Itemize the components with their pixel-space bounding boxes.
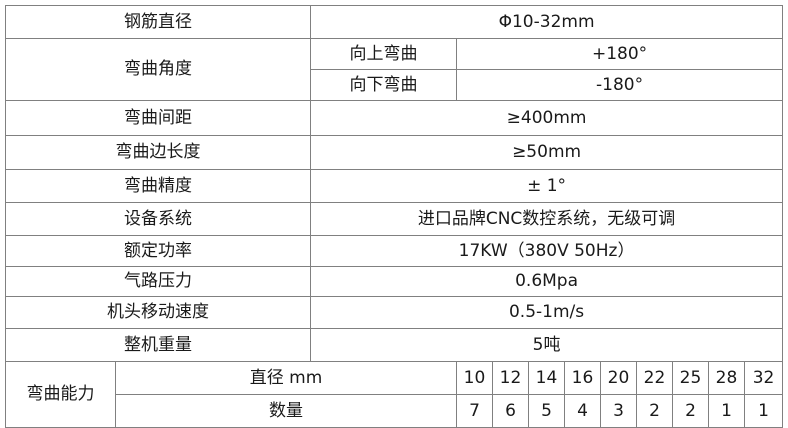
row-label-bending-capacity: 弯曲能力 [5, 361, 116, 428]
capacity-diameter-cell: 14 [528, 361, 565, 395]
table-row: 钢筋直径 Φ10-32mm [5, 5, 784, 39]
specification-table-container: 钢筋直径 Φ10-32mm 弯曲角度 向上弯曲 +180° 向下弯曲 -180°… [5, 5, 784, 428]
table-row: 气路压力 0.6Mpa [5, 266, 784, 297]
capacity-quantity-cell: 1 [708, 394, 745, 428]
row-value-bend-down: -180° [455, 69, 784, 101]
row-value-rated-power: 17KW（380V 50Hz） [309, 235, 784, 267]
capacity-quantity-cell: 5 [528, 394, 565, 428]
capacity-diameter-header: 直径 mm [115, 361, 457, 395]
row-label-bending-accuracy: 弯曲精度 [5, 169, 311, 203]
table-row: 弯曲角度 向上弯曲 +180° [5, 38, 784, 101]
capacity-diameter-cell: 20 [600, 361, 637, 395]
row-label-machine-weight: 整机重量 [5, 328, 311, 362]
row-sublabel-bend-down: 向下弯曲 [310, 69, 457, 101]
capacity-quantity-cell: 3 [600, 394, 637, 428]
row-label-bending-side-length: 弯曲边长度 [5, 135, 311, 170]
row-value-steel-diameter: Φ10-32mm [309, 5, 784, 39]
table-row: 机头移动速度 0.5-1m/s [5, 296, 784, 329]
row-label-bending-spacing: 弯曲间距 [5, 100, 311, 136]
row-label-equipment-system: 设备系统 [5, 202, 311, 236]
table-row: 弯曲能力 直径 mm 10 12 14 16 20 22 25 28 32 [5, 361, 784, 428]
capacity-diameter-cell: 12 [492, 361, 529, 395]
capacity-diameter-cell: 22 [636, 361, 673, 395]
table-row: 额定功率 17KW（380V 50Hz） [5, 235, 784, 267]
table-row: 弯曲精度 ± 1° [5, 169, 784, 203]
table-row: 弯曲边长度 ≥50mm [5, 135, 784, 170]
row-label-bending-angle: 弯曲角度 [5, 38, 311, 101]
row-value-bend-up: +180° [455, 38, 784, 70]
table-row: 整机重量 5吨 [5, 328, 784, 362]
row-value-bending-spacing: ≥400mm [309, 100, 784, 136]
capacity-quantity-cell: 2 [636, 394, 673, 428]
row-value-head-speed: 0.5-1m/s [309, 296, 784, 329]
capacity-quantity-cell: 6 [492, 394, 529, 428]
table-row: 向下弯曲 -180° [6, 69, 784, 101]
row-value-machine-weight: 5吨 [309, 328, 784, 362]
row-label-rated-power: 额定功率 [5, 235, 311, 267]
row-label-air-pressure: 气路压力 [5, 266, 311, 297]
row-sublabel-bend-up: 向上弯曲 [310, 38, 457, 70]
capacity-quantity-cell: 7 [456, 394, 493, 428]
row-label-head-speed: 机头移动速度 [5, 296, 311, 329]
table-row: 弯曲间距 ≥400mm [5, 100, 784, 136]
capacity-diameter-cell: 28 [708, 361, 745, 395]
row-value-bending-accuracy: ± 1° [309, 169, 784, 203]
row-value-bending-side-length: ≥50mm [309, 135, 784, 170]
capacity-quantity-cell: 4 [564, 394, 601, 428]
capacity-quantity-cell: 1 [743, 394, 784, 428]
row-value-air-pressure: 0.6Mpa [309, 266, 784, 297]
table-row: 数量 7 6 5 4 3 2 2 1 1 [6, 394, 784, 428]
specification-table: 钢筋直径 Φ10-32mm 弯曲角度 向上弯曲 +180° 向下弯曲 -180°… [5, 5, 784, 428]
capacity-diameter-cell: 10 [456, 361, 493, 395]
capacity-quantity-header: 数量 [115, 394, 457, 428]
capacity-diameter-cell: 25 [672, 361, 709, 395]
capacity-quantity-cell: 2 [672, 394, 709, 428]
capacity-diameter-cell: 32 [743, 361, 784, 395]
row-value-equipment-system: 进口品牌CNC数控系统，无级可调 [309, 202, 784, 236]
row-label-steel-diameter: 钢筋直径 [5, 5, 311, 39]
capacity-diameter-cell: 16 [564, 361, 601, 395]
table-row: 设备系统 进口品牌CNC数控系统，无级可调 [5, 202, 784, 236]
